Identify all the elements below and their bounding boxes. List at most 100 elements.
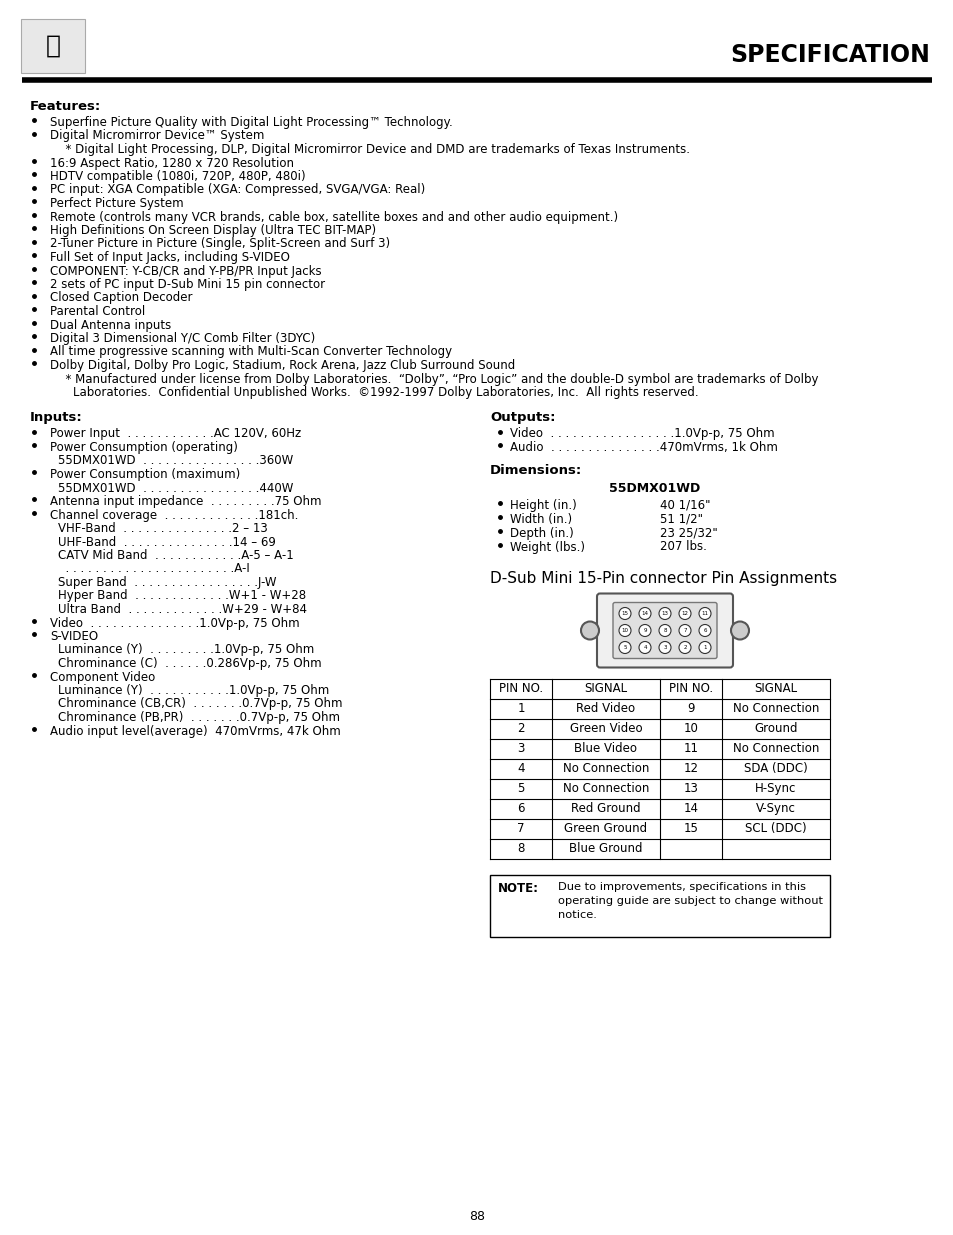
Text: No Connection: No Connection (732, 742, 819, 755)
Text: 12: 12 (680, 611, 688, 616)
Circle shape (699, 625, 710, 636)
Text: * Digital Light Processing, DLP, Digital Micromirror Device and DMD are trademar: * Digital Light Processing, DLP, Digital… (58, 143, 689, 156)
Text: SDA (DDC): SDA (DDC) (743, 762, 807, 776)
Bar (490, 874, 829, 936)
Circle shape (679, 608, 690, 620)
Text: No Connection: No Connection (562, 762, 648, 776)
Text: Ultra Band  . . . . . . . . . . . . .W+29 - W+84: Ultra Band . . . . . . . . . . . . .W+29… (58, 603, 307, 616)
Text: Super Band  . . . . . . . . . . . . . . . . .J-W: Super Band . . . . . . . . . . . . . . .… (58, 576, 276, 589)
Text: 1: 1 (517, 701, 524, 715)
Text: Component Video: Component Video (50, 671, 155, 683)
Text: H-Sync: H-Sync (755, 782, 796, 795)
Text: Chrominance (C)  . . . . . .0.286Vp-p, 75 Ohm: Chrominance (C) . . . . . .0.286Vp-p, 75… (58, 657, 321, 671)
FancyBboxPatch shape (597, 594, 732, 667)
Text: UHF-Band  . . . . . . . . . . . . . . .14 – 69: UHF-Band . . . . . . . . . . . . . . .14… (58, 536, 275, 548)
Text: Red Ground: Red Ground (571, 802, 640, 815)
Text: PIN NO.: PIN NO. (668, 682, 712, 695)
Circle shape (639, 608, 650, 620)
Text: PC input: XGA Compatible (XGA: Compressed, SVGA/VGA: Real): PC input: XGA Compatible (XGA: Compresse… (50, 184, 425, 196)
Text: Video  . . . . . . . . . . . . . . . . .1.0Vp-p, 75 Ohm: Video . . . . . . . . . . . . . . . . .1… (510, 427, 774, 441)
Text: 3: 3 (662, 645, 666, 650)
Text: COMPONENT: Y-CB/CR and Y-PB/PR Input Jacks: COMPONENT: Y-CB/CR and Y-PB/PR Input Jac… (50, 264, 321, 278)
Circle shape (699, 608, 710, 620)
Text: Chrominance (CB,CR)  . . . . . . .0.7Vp-p, 75 Ohm: Chrominance (CB,CR) . . . . . . .0.7Vp-p… (58, 698, 342, 710)
Text: No Connection: No Connection (562, 782, 648, 795)
Text: 14: 14 (640, 611, 648, 616)
Text: Blue Video: Blue Video (574, 742, 637, 755)
Text: S-VIDEO: S-VIDEO (50, 630, 98, 643)
Text: Red Video: Red Video (576, 701, 635, 715)
Text: 2-Tuner Picture in Picture (Single, Split-Screen and Surf 3): 2-Tuner Picture in Picture (Single, Spli… (50, 237, 390, 251)
Text: Width (in.): Width (in.) (510, 513, 572, 526)
Circle shape (580, 621, 598, 640)
Circle shape (618, 641, 630, 653)
Text: Power Consumption (maximum): Power Consumption (maximum) (50, 468, 240, 480)
Text: High Definitions On Screen Display (Ultra TEC BIT-MAP): High Definitions On Screen Display (Ultr… (50, 224, 375, 237)
Text: NOTE:: NOTE: (497, 883, 538, 895)
Text: * Manufactured under license from Dolby Laboratories.  “Dolby”, “Pro Logic” and : * Manufactured under license from Dolby … (58, 373, 818, 385)
FancyBboxPatch shape (21, 19, 85, 73)
Circle shape (699, 641, 710, 653)
Text: 11: 11 (700, 611, 708, 616)
Text: 51 1/2": 51 1/2" (659, 513, 702, 526)
Text: 8: 8 (517, 842, 524, 855)
Text: 9: 9 (686, 701, 694, 715)
Text: No Connection: No Connection (732, 701, 819, 715)
Circle shape (639, 625, 650, 636)
Text: Green Ground: Green Ground (564, 823, 647, 835)
Text: Dual Antenna inputs: Dual Antenna inputs (50, 319, 172, 331)
Text: 📺: 📺 (46, 35, 60, 58)
Circle shape (659, 625, 670, 636)
Text: Antenna input impedance  . . . . . . . . .75 Ohm: Antenna input impedance . . . . . . . . … (50, 495, 321, 508)
Text: Power Input  . . . . . . . . . . . .AC 120V, 60Hz: Power Input . . . . . . . . . . . .AC 12… (50, 427, 301, 441)
Text: 55DMX01WD  . . . . . . . . . . . . . . . .360W: 55DMX01WD . . . . . . . . . . . . . . . … (58, 454, 293, 468)
Circle shape (659, 641, 670, 653)
Circle shape (730, 621, 748, 640)
Circle shape (679, 625, 690, 636)
Text: Hyper Band  . . . . . . . . . . . . .W+1 - W+28: Hyper Band . . . . . . . . . . . . .W+1 … (58, 589, 306, 603)
Text: 88: 88 (469, 1210, 484, 1224)
Text: 10: 10 (620, 629, 628, 634)
Text: 4: 4 (517, 762, 524, 776)
Circle shape (618, 625, 630, 636)
Text: Audio input level(average)  470mVrms, 47k Ohm: Audio input level(average) 470mVrms, 47k… (50, 725, 340, 737)
Text: Luminance (Y)  . . . . . . . . . . .1.0Vp-p, 75 Ohm: Luminance (Y) . . . . . . . . . . .1.0Vp… (58, 684, 329, 697)
Text: 15: 15 (683, 823, 698, 835)
Text: 4: 4 (642, 645, 646, 650)
Circle shape (679, 641, 690, 653)
Text: Parental Control: Parental Control (50, 305, 145, 317)
Text: 3: 3 (517, 742, 524, 755)
FancyBboxPatch shape (613, 603, 717, 658)
Text: Digital Micromirror Device™ System: Digital Micromirror Device™ System (50, 130, 264, 142)
Text: Channel coverage  . . . . . . . . . . . . .181ch.: Channel coverage . . . . . . . . . . . .… (50, 509, 298, 521)
Text: Height (in.): Height (in.) (510, 499, 577, 511)
Text: 40 1/16": 40 1/16" (659, 499, 710, 511)
Text: 12: 12 (682, 762, 698, 776)
Text: 1: 1 (702, 645, 706, 650)
Text: 207 lbs.: 207 lbs. (659, 541, 706, 553)
Text: D-Sub Mini 15-Pin connector Pin Assignments: D-Sub Mini 15-Pin connector Pin Assignme… (490, 571, 836, 585)
Text: Blue Ground: Blue Ground (569, 842, 642, 855)
Text: VHF-Band  . . . . . . . . . . . . . . .2 – 13: VHF-Band . . . . . . . . . . . . . . .2 … (58, 522, 268, 535)
Text: 6: 6 (702, 629, 706, 634)
Circle shape (618, 608, 630, 620)
Text: 13: 13 (660, 611, 668, 616)
Text: Depth (in.): Depth (in.) (510, 526, 573, 540)
Text: Power Consumption (operating): Power Consumption (operating) (50, 441, 237, 454)
Text: Outputs:: Outputs: (490, 411, 555, 425)
Text: SIGNAL: SIGNAL (584, 682, 627, 695)
Text: 10: 10 (683, 722, 698, 735)
Text: Features:: Features: (30, 100, 101, 112)
Text: SCL (DDC): SCL (DDC) (744, 823, 806, 835)
Text: Video  . . . . . . . . . . . . . . .1.0Vp-p, 75 Ohm: Video . . . . . . . . . . . . . . .1.0Vp… (50, 616, 299, 630)
Text: V-Sync: V-Sync (756, 802, 795, 815)
Text: 9: 9 (642, 629, 646, 634)
Circle shape (659, 608, 670, 620)
Text: SIGNAL: SIGNAL (754, 682, 797, 695)
Circle shape (639, 641, 650, 653)
Text: 13: 13 (683, 782, 698, 795)
Text: Due to improvements, specifications in this
operating guide are subject to chang: Due to improvements, specifications in t… (558, 883, 822, 920)
Text: 55DMX01WD: 55DMX01WD (609, 483, 700, 495)
Text: 6: 6 (517, 802, 524, 815)
Text: 15: 15 (620, 611, 628, 616)
